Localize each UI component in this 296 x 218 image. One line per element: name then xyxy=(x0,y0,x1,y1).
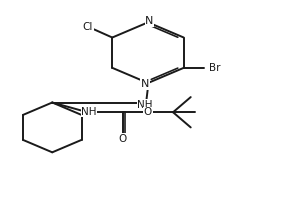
Text: N: N xyxy=(141,79,149,89)
Text: NH: NH xyxy=(137,100,153,110)
Text: O: O xyxy=(119,134,127,144)
Text: O: O xyxy=(144,107,152,117)
Text: Br: Br xyxy=(209,63,221,73)
Text: Cl: Cl xyxy=(83,22,93,32)
Text: NH: NH xyxy=(81,107,97,117)
Text: N: N xyxy=(145,17,154,27)
